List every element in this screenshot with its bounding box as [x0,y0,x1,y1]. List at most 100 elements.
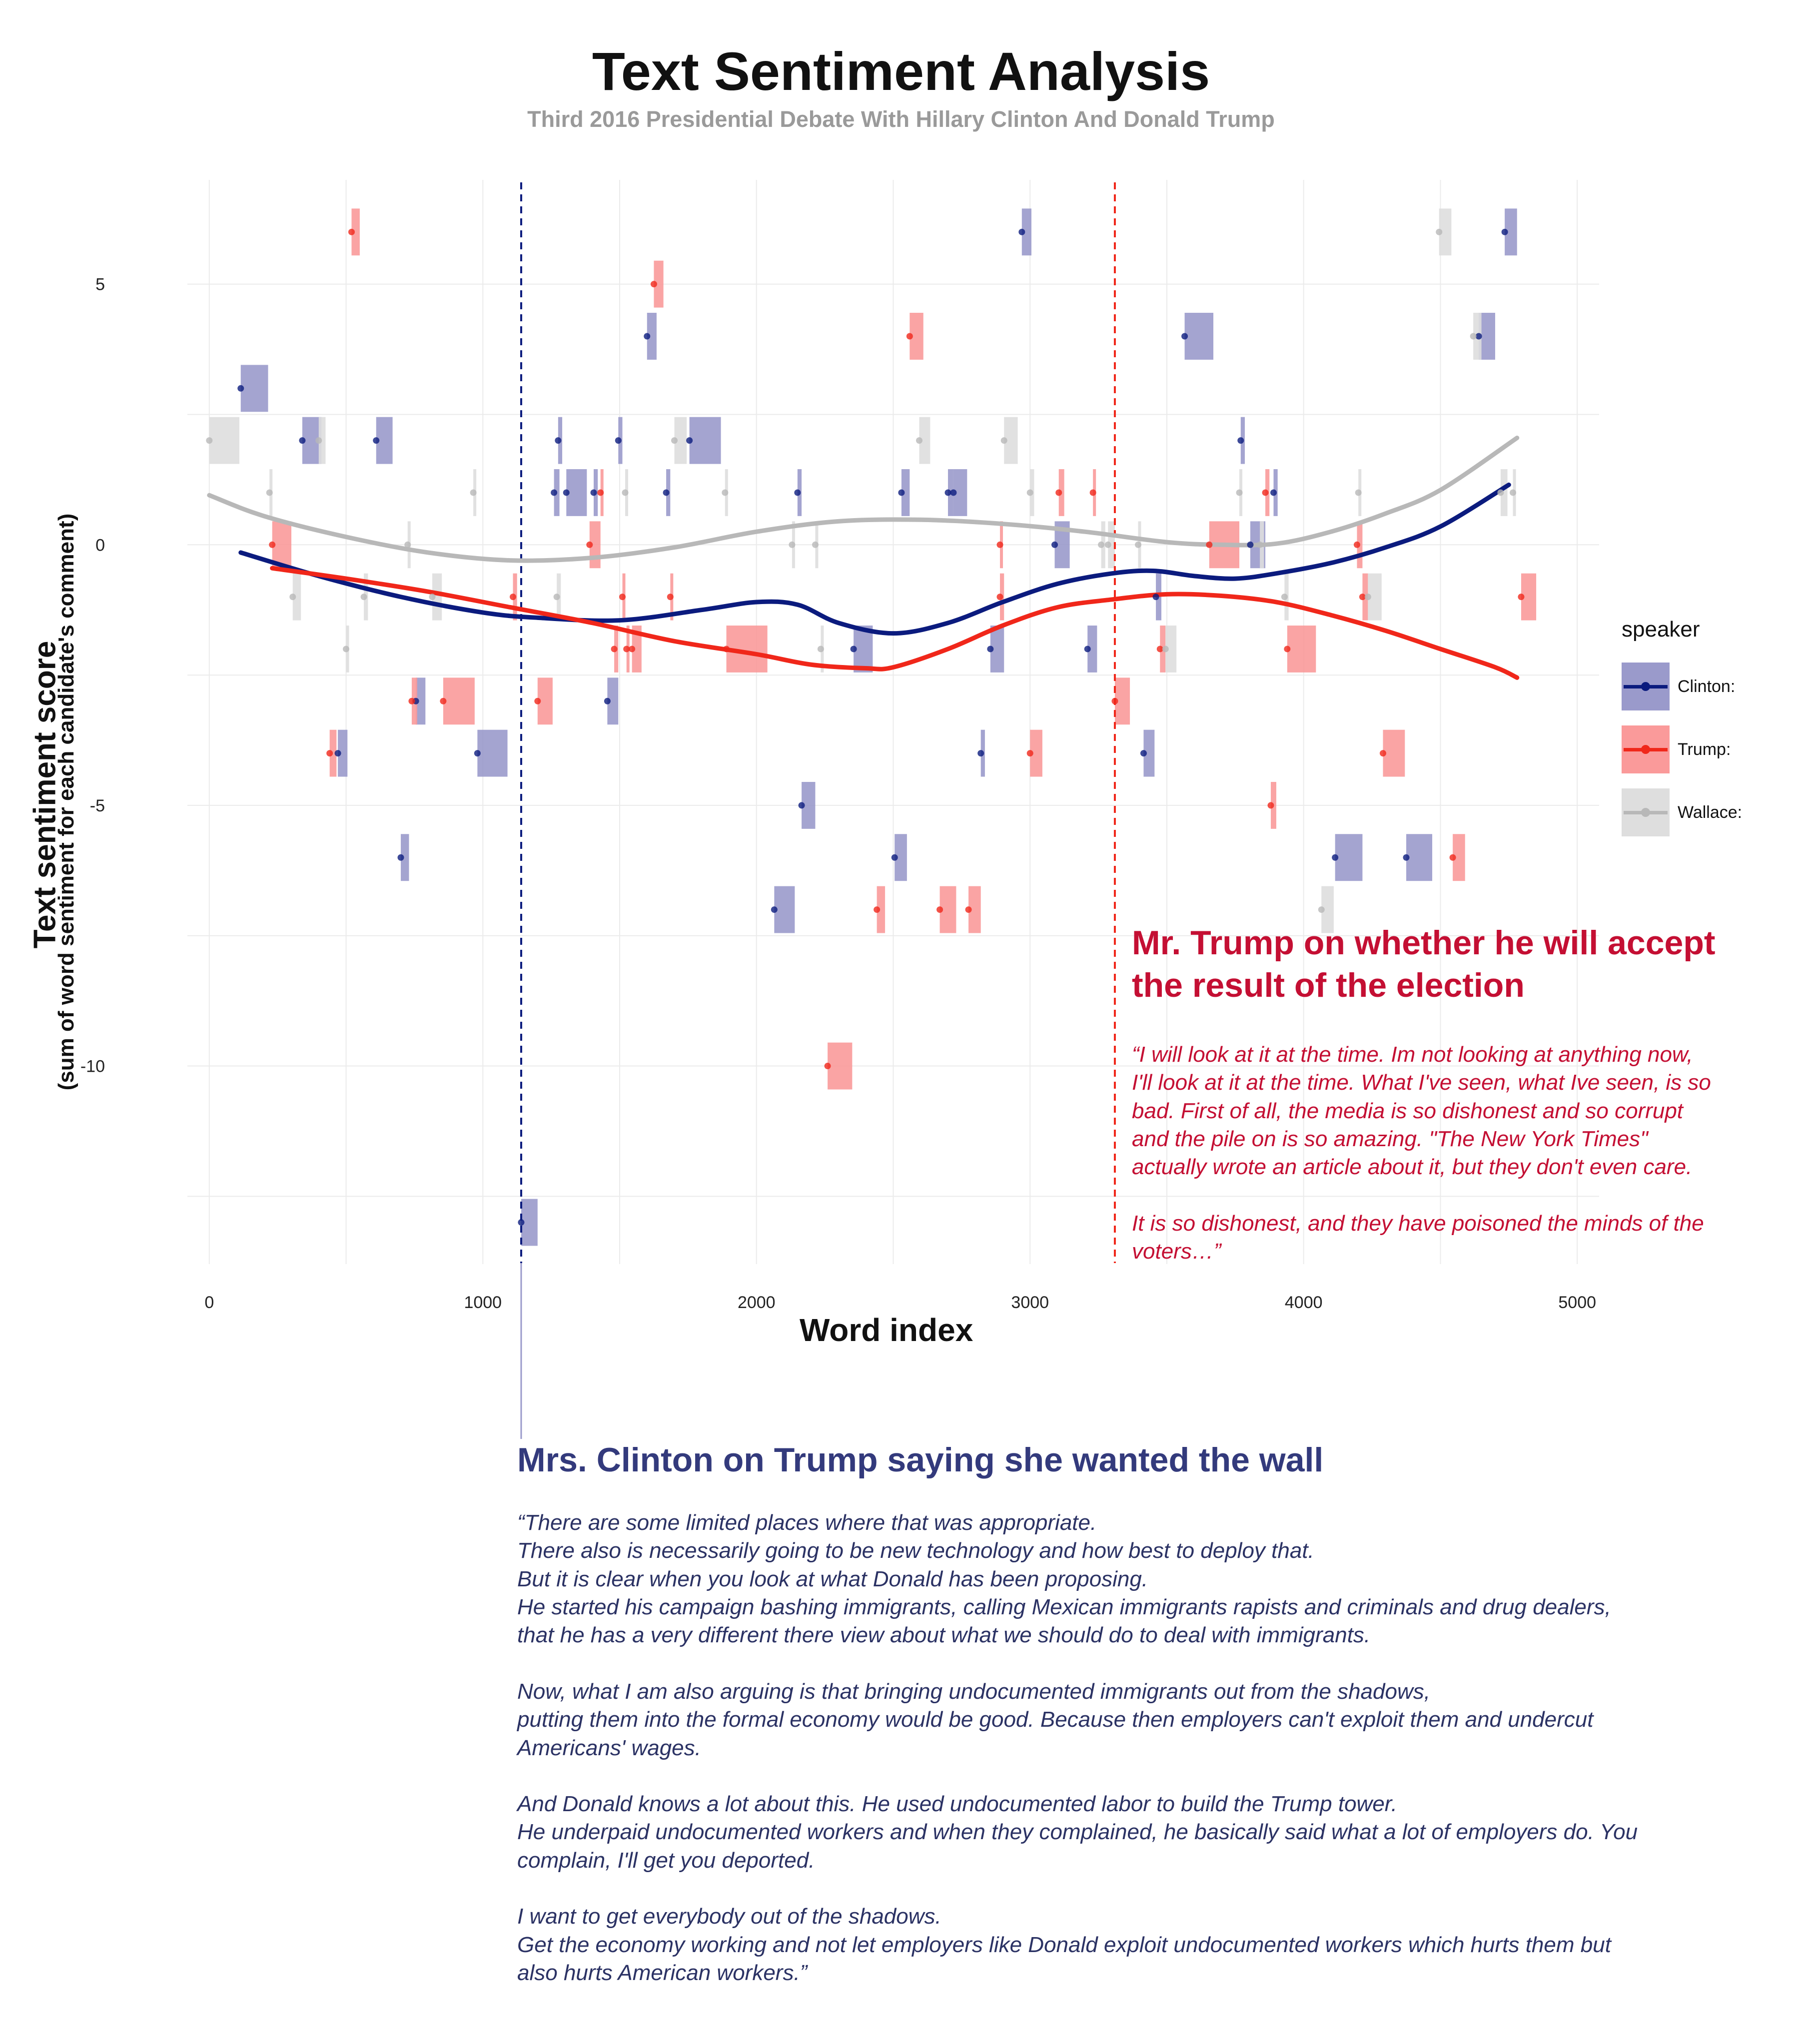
trump-comment-point [667,594,674,601]
clinton-comment-bar [566,469,587,516]
trump-comment-point [906,333,913,340]
clinton-comment-point [373,437,380,444]
trump-comment-point [936,906,943,913]
legend-key-wallace [1622,788,1670,836]
trump-comment-point [1379,750,1386,757]
y-axis-ticks: 5 0 -5 -10 [80,275,105,1076]
trump-comment-point [597,489,604,496]
trump-trend-line [270,566,1520,680]
wallace-comment-point [817,646,824,653]
clinton-comment-bar [689,417,721,464]
trump-annotation-title: Mr. Trump on whether he will accept the … [1132,924,1716,1004]
trump-comment-point [348,228,355,235]
clinton-comment-point [563,489,570,496]
legend: speaker Clinton: Trump: Wallace: [1622,617,1742,844]
trump-comment-point [534,697,541,704]
trump-comment-bar [1383,729,1405,777]
wallace-comment-point [266,489,273,496]
x-tick-label: 0 [204,1293,214,1312]
legend-item-trump: Trump: [1622,718,1742,781]
trump-comment-bar [654,260,664,308]
y-tick-label: 5 [95,275,105,294]
trump-comment-bar [1287,625,1316,673]
clinton-comment-bar [1335,834,1363,881]
wallace-comment-point [789,541,796,548]
clinton-comment-bar [1406,834,1433,881]
x-axis-ticks: 0 1000 2000 3000 4000 5000 [204,1293,1596,1312]
trend-lines [207,435,1520,680]
wallace-comment-point [916,437,923,444]
clinton-comment-point [794,489,801,496]
trump-comment-point [510,594,517,601]
clinton-comment-point [1501,228,1508,235]
wallace-comment-point [206,437,213,444]
clinton-comment-point [299,437,306,444]
wallace-comment-point [343,646,350,653]
trump-comment-point [1026,750,1033,757]
trump-comment-point [1359,594,1366,601]
wallace-comment-point [1236,489,1243,496]
legend-label-wallace: Wallace: [1678,802,1743,822]
wallace-comment-point [289,594,296,601]
wallace-comment-point [315,437,322,444]
trump-comment-point [824,1063,831,1070]
trump-comment-point [1449,854,1456,861]
trump-comment-point [1206,541,1213,548]
legend-label-trump: Trump: [1678,739,1731,759]
clinton-comment-point [798,802,805,809]
wallace-comment-point [1000,437,1007,444]
clinton-comment-point [1247,541,1254,548]
clinton-comment-point [898,489,905,496]
wallace-comment-point [404,541,411,548]
wallace-comment-point [1364,594,1371,601]
wallace-comment-point [1497,489,1504,496]
clinton-comment-point [944,489,951,496]
y-tick-label: 0 [95,536,105,555]
wallace-comment-point [1256,541,1263,548]
clinton-comment-point [518,1219,525,1226]
wallace-comment-point [1318,906,1325,913]
clinton-comment-bar [774,886,795,933]
wallace-comment-point [429,594,436,601]
wallace-comment-bar [292,573,301,621]
clinton-comment-point [1237,437,1244,444]
trump-comment-point [1262,489,1269,496]
trump-comment-bar [828,1042,853,1090]
trump-comment-point [1111,697,1118,704]
clinton-comment-point [850,646,857,653]
clinton-comment-point [1018,228,1025,235]
wallace-comment-point [722,489,729,496]
trump-comment-point [408,697,415,704]
trump-comment-point [586,541,593,548]
x-tick-label: 5000 [1558,1293,1596,1312]
legend-item-wallace: Wallace: [1622,781,1742,844]
wallace-comment-point [1026,489,1033,496]
wallace-comment-point [1355,489,1362,496]
clinton-comment-point [1181,333,1188,340]
clinton-comment-point [1152,594,1159,601]
trump-comment-point [611,646,618,653]
clinton-comment-point [891,854,898,861]
clinton-comment-point [237,385,244,392]
clinton-comment-point [1084,646,1091,653]
trump-comment-point [996,594,1003,601]
trump-comment-bar [329,729,337,777]
wallace-comment-point [1162,646,1169,653]
trump-comment-point [1284,646,1291,653]
clinton-comment-point [1403,854,1410,861]
trump-comment-point [623,646,630,653]
trump-comment-point [650,281,657,288]
chart-title: Text Sentiment Analysis [592,41,1210,101]
trump-annotation-quote: “I will look at it at the time. Im not l… [1132,1042,1711,1264]
x-axis-label: Word index [800,1312,973,1348]
wallace-comment-point [360,594,367,601]
clinton-comment-point [397,854,404,861]
wallace-comment-bar [432,573,442,621]
wallace-comment-bar [209,417,240,464]
trump-comment-point [965,906,972,913]
wallace-comment-point [1104,541,1111,548]
clinton-comment-bar [1143,729,1155,777]
y-tick-label: -5 [90,796,105,815]
y-tick-label: -10 [80,1057,105,1076]
clinton-comment-bar [338,729,348,777]
